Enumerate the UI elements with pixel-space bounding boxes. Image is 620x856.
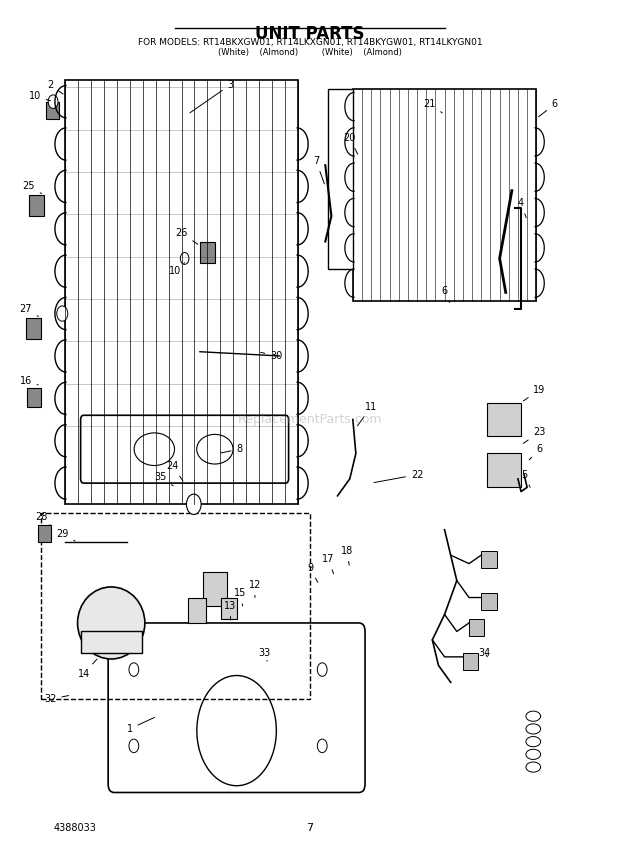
- Circle shape: [187, 494, 201, 514]
- Text: 6: 6: [441, 286, 450, 302]
- Bar: [200, 241, 215, 263]
- Text: 24: 24: [166, 461, 183, 481]
- Text: 28: 28: [35, 512, 51, 526]
- Text: 33: 33: [258, 648, 270, 661]
- Circle shape: [129, 663, 139, 676]
- Text: 1: 1: [126, 717, 154, 734]
- Bar: [203, 572, 228, 606]
- Text: 20: 20: [343, 133, 358, 154]
- Text: 25: 25: [22, 181, 42, 193]
- Text: ReplacementParts.com: ReplacementParts.com: [237, 413, 383, 426]
- Circle shape: [57, 306, 68, 321]
- Bar: [188, 597, 206, 623]
- Text: 4388033: 4388033: [53, 823, 96, 833]
- Circle shape: [317, 663, 327, 676]
- Text: 8: 8: [221, 444, 242, 455]
- Text: FOR MODELS: RT14BKXGW01, RT14LKXGN01, RT14BKYGW01, RT14LKYGN01: FOR MODELS: RT14BKXGW01, RT14LKXGN01, RT…: [138, 38, 482, 47]
- Bar: [221, 597, 237, 619]
- Ellipse shape: [78, 587, 145, 659]
- Text: UNIT PARTS: UNIT PARTS: [255, 26, 365, 44]
- Bar: [65, 80, 298, 504]
- Bar: [46, 102, 60, 119]
- Text: 3: 3: [190, 80, 234, 113]
- Text: 35: 35: [154, 473, 173, 486]
- Circle shape: [197, 675, 277, 786]
- Text: 5: 5: [521, 470, 530, 487]
- Text: 14: 14: [78, 659, 97, 679]
- Text: 13: 13: [224, 601, 237, 621]
- FancyBboxPatch shape: [81, 415, 288, 483]
- Circle shape: [129, 739, 139, 752]
- FancyBboxPatch shape: [108, 623, 365, 793]
- Bar: [481, 593, 497, 610]
- Text: 6: 6: [539, 99, 558, 117]
- Bar: [29, 195, 44, 216]
- Bar: [353, 89, 536, 300]
- Text: 30: 30: [261, 351, 283, 361]
- Text: 18: 18: [340, 546, 353, 565]
- Bar: [81, 632, 142, 652]
- Bar: [27, 388, 41, 407]
- Text: 29: 29: [56, 529, 75, 541]
- Bar: [481, 551, 497, 568]
- Text: 22: 22: [374, 470, 423, 483]
- Bar: [25, 318, 41, 339]
- Text: 34: 34: [478, 648, 490, 657]
- Circle shape: [180, 253, 189, 265]
- Ellipse shape: [134, 433, 174, 466]
- Text: 4: 4: [518, 199, 526, 217]
- Text: 26: 26: [175, 228, 198, 244]
- Bar: [41, 513, 310, 699]
- Text: (White)    (Almond)         (White)    (Almond): (White) (Almond) (White) (Almond): [218, 48, 402, 57]
- Text: 23: 23: [523, 427, 546, 443]
- Text: 10: 10: [29, 91, 50, 101]
- Bar: [487, 402, 521, 437]
- Text: 17: 17: [322, 555, 335, 574]
- Text: 2: 2: [47, 80, 63, 94]
- Text: 19: 19: [523, 385, 546, 401]
- Text: 9: 9: [307, 563, 318, 582]
- Text: 6: 6: [529, 444, 542, 460]
- Bar: [329, 89, 353, 269]
- Bar: [463, 652, 478, 669]
- Text: 7: 7: [313, 156, 324, 184]
- Text: 15: 15: [234, 588, 246, 606]
- Text: 16: 16: [19, 377, 38, 386]
- Text: 11: 11: [358, 401, 378, 425]
- Text: 10: 10: [169, 263, 185, 276]
- Bar: [469, 619, 484, 636]
- Text: 7: 7: [306, 823, 314, 833]
- Text: 27: 27: [19, 305, 38, 317]
- Text: 32: 32: [44, 694, 69, 704]
- Text: 21: 21: [423, 99, 442, 113]
- Bar: [487, 454, 521, 487]
- Ellipse shape: [197, 434, 233, 464]
- Bar: [38, 526, 51, 543]
- Circle shape: [317, 739, 327, 752]
- Text: 12: 12: [249, 580, 261, 597]
- Circle shape: [48, 95, 58, 109]
